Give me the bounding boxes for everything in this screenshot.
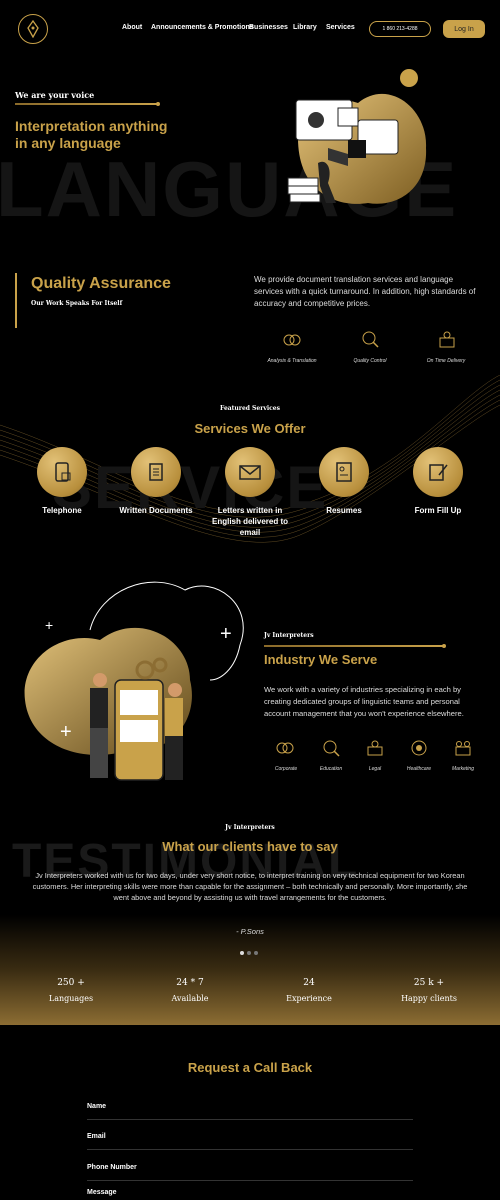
email-field[interactable]: [87, 1149, 413, 1150]
industry-education-label: Education: [319, 766, 343, 772]
qa-subtitle: Our Work Speaks For Itself: [31, 300, 123, 307]
testimonial-title: What our clients have to say: [162, 839, 338, 854]
nav-about[interactable]: About: [122, 24, 143, 31]
form-title: Request a Call Back: [187, 1060, 313, 1075]
name-field-label: Name: [87, 1103, 107, 1110]
qa-title: Quality Assurance: [31, 275, 171, 292]
hero-eyebrow: We are your voice: [15, 90, 95, 100]
name-field[interactable]: [87, 1119, 413, 1120]
corporate-icon: [275, 739, 295, 762]
nav-library[interactable]: Library: [293, 24, 317, 31]
healthcare-icon: [409, 739, 429, 762]
carousel-dot[interactable]: [254, 951, 258, 955]
services-title: Services We Offer: [194, 421, 306, 436]
stat-label: Languages: [48, 994, 94, 1003]
testimonial-text: Jv Interpreters worked with us for two d…: [32, 871, 468, 902]
service-resumes-label: Resumes: [326, 506, 362, 515]
testimonial-bg-word: TESTIMONIAL: [12, 835, 360, 888]
carousel-dot[interactable]: [247, 951, 251, 955]
industry-divider: [264, 645, 444, 647]
stat-label: Available: [171, 994, 209, 1003]
stat-value: 24: [303, 978, 315, 988]
stat-label: Happy clients: [401, 994, 457, 1003]
service-written-documents-label: Written Documents: [119, 506, 193, 515]
services-eyebrow: Featured Services: [220, 405, 280, 412]
stats-gradient-band: [0, 915, 500, 1025]
services-bg-word: SERVICE: [52, 454, 329, 521]
carousel-dot-active[interactable]: [240, 951, 244, 955]
nav-businesses[interactable]: Businesses: [249, 24, 288, 31]
phone-button[interactable]: 1 860 213-4288: [369, 21, 431, 37]
hero-illustration: [287, 69, 427, 204]
message-field-label: Message: [87, 1189, 117, 1196]
legal-icon: [365, 739, 385, 762]
plus-icon: +: [60, 721, 72, 743]
qa-text: We provide document translation services…: [254, 275, 476, 308]
industry-divider-dot: [442, 644, 446, 648]
analysis-translation-icon: [282, 332, 302, 353]
phone-field-label: Phone Number: [87, 1164, 137, 1171]
logo[interactable]: [18, 14, 48, 44]
pen-nib-icon: [27, 20, 39, 38]
envelope-icon[interactable]: [225, 447, 275, 497]
nav-announcements[interactable]: Announcements & Promotions: [151, 24, 254, 31]
services-wave-lines: [0, 375, 500, 543]
testimonial-eyebrow: Jv Interpreters: [225, 824, 275, 831]
written-documents-icon[interactable]: [131, 447, 181, 497]
feature-label: Quality Control: [353, 358, 387, 364]
on-time-delivery-icon: [437, 331, 457, 354]
marketing-icon: [453, 739, 473, 762]
qa-vertical-bar: [15, 273, 17, 328]
industry-title: Industry We Serve: [264, 652, 378, 667]
login-button[interactable]: Log In: [443, 20, 485, 38]
industry-healthcare-label: Healthcare: [406, 766, 432, 772]
industry-corporate-label: Corporate: [274, 766, 298, 772]
industry-illustration: [24, 581, 244, 781]
education-icon: [321, 739, 341, 762]
hero-title: Interpretation anything in any language: [15, 118, 167, 152]
telephone-service-icon[interactable]: [37, 447, 87, 497]
service-form-fill-label: Form Fill Up: [414, 506, 462, 515]
email-field-label: Email: [87, 1133, 106, 1140]
feature-label: On Time Delivery: [426, 358, 466, 364]
stat-value: 24 * 7: [176, 978, 204, 988]
hero-title-line2: in any language: [15, 135, 121, 151]
quality-control-icon: [360, 330, 380, 353]
service-telephone-label: Telephone: [42, 506, 82, 515]
industry-text: We work with a variety of industries spe…: [264, 685, 464, 718]
stat-value: 25 k +: [413, 978, 445, 988]
industry-legal-label: Legal: [368, 766, 382, 772]
resume-icon[interactable]: [319, 447, 369, 497]
plus-icon: +: [220, 623, 232, 645]
stat-value: 250 +: [57, 978, 85, 988]
industry-marketing-label: Marketing: [452, 766, 474, 772]
hero-divider: [15, 103, 158, 105]
phone-field[interactable]: [87, 1180, 413, 1181]
stat-label: Experience: [286, 994, 332, 1003]
service-letters-label: Letters written in English delivered to …: [211, 506, 288, 537]
testimonial-author: - P.Sons: [236, 927, 264, 936]
hero-divider-dot: [156, 102, 160, 106]
plus-icon: +: [45, 617, 54, 633]
hero-title-line1: Interpretation anything: [15, 118, 168, 134]
industry-eyebrow: Jv Interpreters: [264, 632, 314, 639]
nav-services[interactable]: Services: [326, 24, 355, 31]
form-fill-icon[interactable]: [413, 447, 463, 497]
carousel-dots: [240, 951, 258, 955]
feature-label: Analysis & Translation: [267, 358, 317, 364]
